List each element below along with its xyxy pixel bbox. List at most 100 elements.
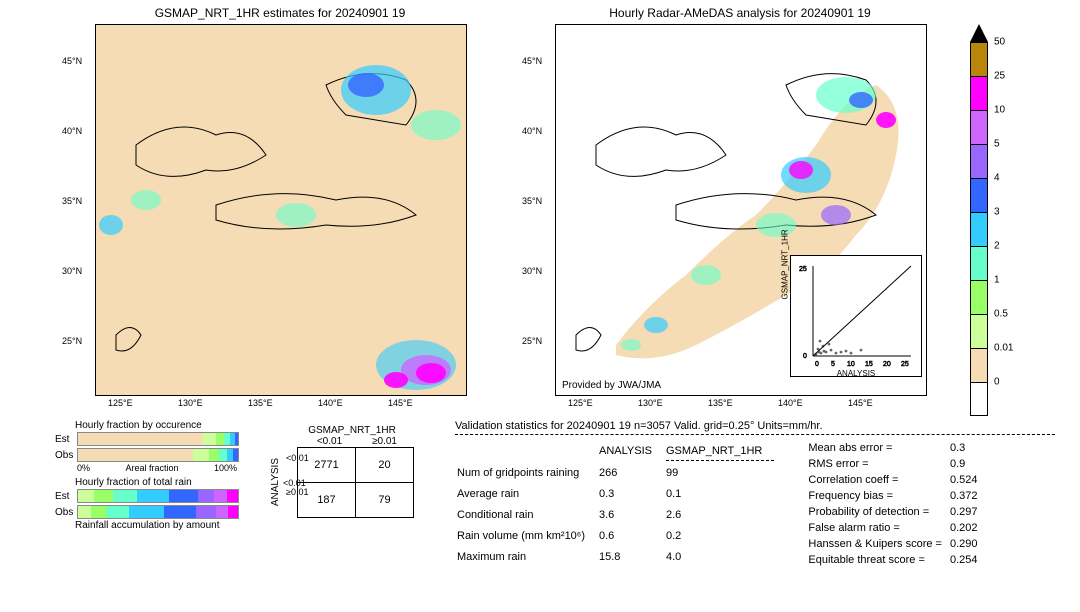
bar-segment: [91, 506, 107, 518]
right-map: Provided by JWA/JMA 05 1015 2025 025 ANA…: [555, 24, 927, 396]
left-map-title: GSMAP_NRT_1HR estimates for 20240901 19: [80, 6, 480, 20]
colorbar-label: 5: [994, 139, 1000, 150]
colorbar-segment: [970, 144, 988, 178]
colorbar-segment: [970, 212, 988, 246]
bar-segment: [196, 506, 215, 518]
contingency-block: GSMAP_NRT_1HR <0.01 ≥0.01 ANALYSIS <0.01…: [270, 425, 414, 518]
ct-col-label: <0.01: [302, 436, 357, 447]
contingency-table: 277120 18779: [297, 447, 414, 518]
bar-segment: [164, 506, 196, 518]
th: GSMAP_NRT_1HR: [666, 441, 774, 461]
bar-segment: [78, 449, 193, 461]
hf-footer: Rainfall accumulation by amount: [75, 520, 239, 531]
stat-label: Probability of detection =: [808, 505, 942, 519]
bar-segment: [228, 506, 238, 518]
ct-row-label: <0.01: [283, 478, 297, 488]
bar-segment: [137, 490, 169, 502]
xlab: Areal fraction: [125, 463, 178, 473]
colorbar-segment: [970, 246, 988, 280]
xlab: 0%: [77, 463, 90, 473]
svg-text:25: 25: [799, 266, 807, 273]
bar-est-total: [77, 489, 239, 503]
bar-segment: [203, 433, 216, 445]
stat-cell: 15.8: [599, 548, 664, 567]
stat-label: Hanssen & Kuipers score =: [808, 537, 942, 551]
ct-col-header: GSMAP_NRT_1HR: [290, 425, 414, 436]
xtick: 135°E: [708, 398, 733, 408]
bar-segment: [78, 433, 203, 445]
stat-label: Correlation coeff =: [808, 473, 942, 487]
bar-segment: [235, 433, 238, 445]
ytick: 35°N: [522, 196, 542, 206]
xlab: 100%: [214, 463, 237, 473]
stat-value: 0.254: [944, 553, 978, 567]
colorbar: 502510543210.50.010: [970, 24, 988, 416]
validation-header: Validation statistics for 20240901 19 n=…: [455, 420, 1055, 435]
stat-value: 0.202: [944, 521, 978, 535]
bar-segment: [113, 490, 137, 502]
stat-label: RMS error =: [808, 457, 942, 471]
svg-text:20: 20: [883, 361, 891, 368]
stat-label: Mean abs error =: [808, 441, 942, 455]
ytick: 30°N: [62, 266, 82, 276]
ytick: 40°N: [522, 126, 542, 136]
ct-row-label: ≥0.01: [286, 487, 308, 497]
xtick: 130°E: [178, 398, 203, 408]
validation-block: Validation statistics for 20240901 19 n=…: [455, 420, 1055, 569]
validation-right-table: Mean abs error =0.3RMS error =0.9Correla…: [806, 439, 979, 569]
validation-left-table: ANALYSIS GSMAP_NRT_1HR Num of gridpoints…: [455, 439, 776, 569]
hf-row-label: Obs: [55, 507, 77, 518]
ct-row-label: <0.01: [286, 453, 309, 463]
stat-cell: 0.2: [666, 527, 774, 546]
stat-cell: Conditional rain: [457, 505, 597, 524]
bar-segment: [169, 490, 198, 502]
svg-text:5: 5: [831, 361, 835, 368]
stat-cell: 3.6: [599, 505, 664, 524]
colorbar-segment: [970, 348, 988, 382]
ytick: 25°N: [522, 336, 542, 346]
bar-est-occurrence: [77, 432, 239, 446]
stat-value: 0.297: [944, 505, 978, 519]
stat-cell: 0.3: [599, 484, 664, 503]
stat-cell: Average rain: [457, 484, 597, 503]
colorbar-label: 0.01: [994, 343, 1013, 354]
bar-segment: [216, 506, 229, 518]
xtick: 140°E: [318, 398, 343, 408]
colorbar-segment: [970, 76, 988, 110]
stat-cell: 266: [599, 463, 664, 482]
colorbar-segment: [970, 280, 988, 314]
stat-cell: 4.0: [666, 548, 774, 567]
svg-text:0: 0: [815, 361, 819, 368]
right-map-title: Hourly Radar-AMeDAS analysis for 2024090…: [540, 6, 940, 20]
bar-segment: [214, 490, 227, 502]
th: ANALYSIS: [599, 441, 664, 461]
hf-row-label: Est: [55, 434, 77, 445]
hourly-fraction-block: Hourly fraction by occurence Est Obs 0% …: [55, 420, 239, 531]
bar-obs-occurrence: [77, 448, 239, 462]
colorbar-segment: [970, 110, 988, 144]
ct-row-header: ANALYSIS: [270, 458, 281, 506]
xtick: 145°E: [388, 398, 413, 408]
bar-segment: [78, 506, 91, 518]
left-map: [95, 24, 467, 396]
colorbar-label: 1: [994, 275, 1000, 286]
stat-value: 0.290: [944, 537, 978, 551]
stat-cell: 99: [666, 463, 774, 482]
xtick: 135°E: [248, 398, 273, 408]
bar-segment: [129, 506, 164, 518]
hf-row-label: Est: [55, 491, 77, 502]
ct-cell: 79: [356, 483, 414, 518]
ct-col-label: ≥0.01: [357, 436, 412, 447]
xtick: 145°E: [848, 398, 873, 408]
stat-value: 0.524: [944, 473, 978, 487]
colorbar-segment: [970, 178, 988, 212]
colorbar-segment: [970, 314, 988, 348]
colorbar-label: 0: [994, 377, 1000, 388]
hf-row-label: Obs: [55, 450, 77, 461]
stat-cell: Num of gridpoints raining: [457, 463, 597, 482]
svg-text:15: 15: [865, 361, 873, 368]
xtick: 140°E: [778, 398, 803, 408]
stat-cell: 2.6: [666, 505, 774, 524]
bar-obs-total: [77, 505, 239, 519]
colorbar-label: 10: [994, 105, 1005, 116]
